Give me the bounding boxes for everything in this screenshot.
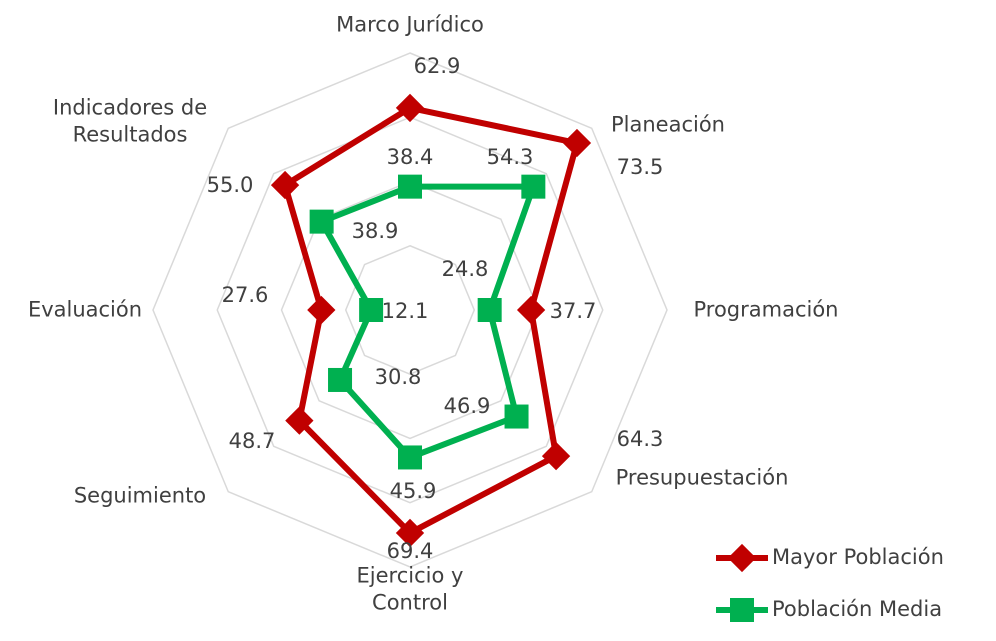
data-label: 38.4 — [387, 145, 434, 169]
category-label: Evaluación — [27, 297, 143, 322]
grid-ring — [216, 116, 604, 504]
legend-label: Población Media — [772, 597, 942, 621]
marker — [328, 367, 353, 392]
data-label: 62.9 — [414, 54, 461, 78]
marker — [516, 295, 546, 325]
category-label: Planeación — [610, 112, 725, 137]
data-label: 69.4 — [387, 539, 434, 563]
data-label: 27.6 — [222, 283, 269, 307]
marker — [521, 174, 546, 199]
marker — [398, 445, 422, 470]
data-label: 64.3 — [617, 427, 664, 451]
data-label: 30.8 — [375, 365, 422, 389]
category-label: Seguimiento — [73, 483, 207, 508]
marker — [395, 93, 425, 123]
legend-marker — [727, 543, 757, 573]
marker — [307, 295, 336, 325]
category-label: Indicadores de Resultados — [52, 95, 208, 147]
category-label: Marco Jurídico — [336, 12, 484, 37]
marker — [395, 518, 425, 548]
marker — [359, 298, 384, 322]
marker — [562, 128, 592, 158]
category-label: Programación — [693, 297, 839, 322]
data-label: 48.7 — [229, 429, 276, 453]
data-label: 38.9 — [352, 219, 399, 243]
data-label: 45.9 — [390, 479, 437, 503]
grid-ring — [344, 244, 476, 376]
category-label: Presupuestación — [615, 465, 789, 490]
marker — [541, 441, 571, 471]
marker — [309, 209, 334, 234]
data-label: 24.8 — [442, 257, 489, 281]
data-label: 12.1 — [382, 299, 429, 323]
grid-ring — [152, 52, 668, 568]
marker — [285, 406, 314, 435]
marker — [270, 170, 300, 200]
data-label: 55.0 — [207, 173, 254, 197]
category-label: Ejercicio y Control — [356, 563, 464, 615]
marker — [477, 298, 502, 322]
data-label: 73.5 — [617, 155, 664, 179]
marker — [504, 404, 529, 429]
data-label: 46.9 — [444, 394, 491, 418]
data-label: 37.7 — [550, 299, 597, 323]
marker — [398, 174, 422, 199]
legend-marker — [730, 598, 754, 622]
data-label: 54.3 — [487, 145, 534, 169]
legend-label: Mayor Población — [772, 545, 944, 569]
